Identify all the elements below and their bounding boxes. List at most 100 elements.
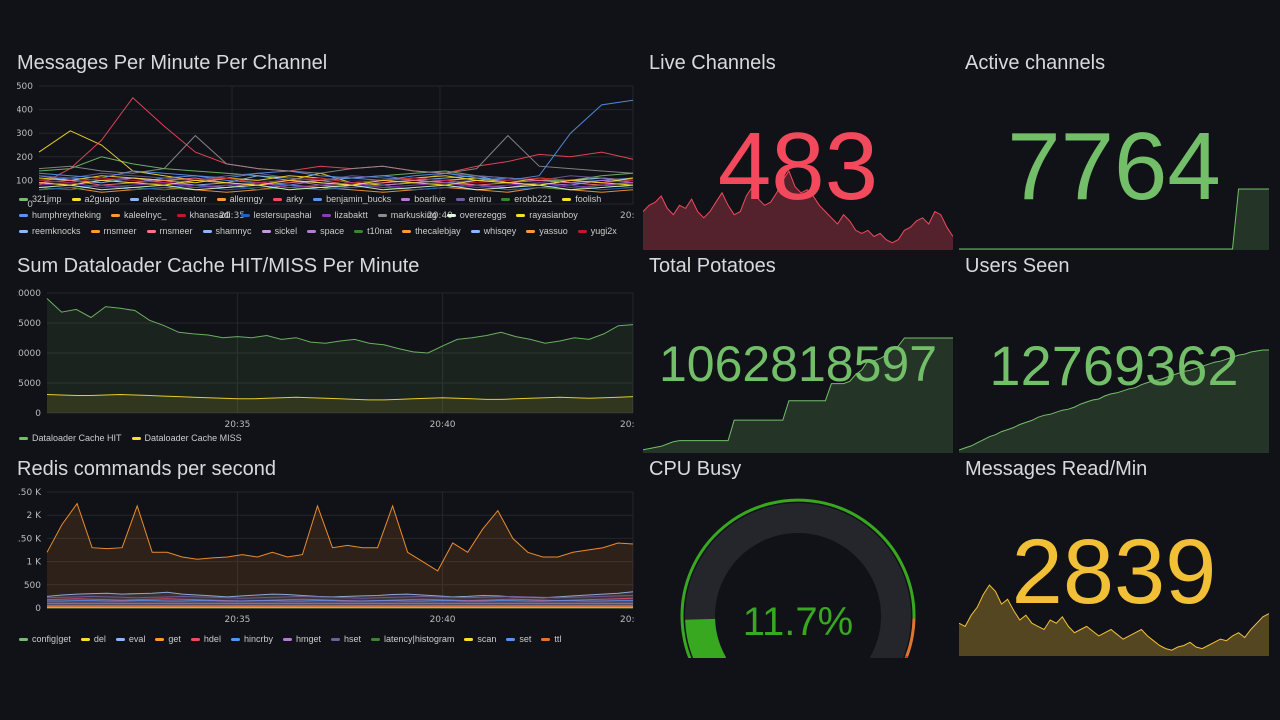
- x-tick-label: 20:45: [620, 211, 635, 220]
- legend-label: shamnyc: [215, 226, 252, 236]
- messages-panel-title: Messages Per Minute Per Channel: [17, 52, 328, 74]
- legend-swatch: [90, 230, 100, 234]
- legend-item[interactable]: foolish: [562, 191, 601, 207]
- series-line[interactable]: [46, 595, 634, 599]
- users-seen-panel: Users Seen 12769362: [959, 255, 1269, 453]
- series-line[interactable]: [38, 97, 634, 186]
- redis-chart[interactable]: 2.50 K 2 K 1.50 K 1 K 500 0 20:35 20:40 20:45: [17, 486, 635, 636]
- legend-item[interactable]: reemknocks: [19, 223, 81, 239]
- legend-item[interactable]: rnsmeer: [90, 223, 137, 239]
- series-line[interactable]: [46, 502, 634, 572]
- legend-item[interactable]: hset: [330, 631, 361, 647]
- legend-item[interactable]: yugi2x: [577, 223, 617, 239]
- legend-item[interactable]: space: [307, 223, 344, 239]
- cpu-busy-panel: CPU Busy 11.7%: [643, 458, 953, 658]
- cache-chart[interactable]: 20000 15000 10000 5000 0 20:35 20:40 20:45: [17, 287, 635, 435]
- cache-panel: Sum Dataloader Cache HIT/MISS Per Minute…: [17, 255, 635, 450]
- legend-item[interactable]: overezeggs: [446, 207, 506, 223]
- legend-label: erobb221: [514, 194, 553, 204]
- legend-label: boarlive: [414, 194, 446, 204]
- sparkline-area: [643, 171, 953, 250]
- legend-label: Dataloader Cache MISS: [144, 433, 242, 443]
- legend-item[interactable]: hdel: [190, 631, 221, 647]
- legend-swatch: [354, 230, 364, 234]
- series-line[interactable]: [38, 177, 634, 186]
- legend-label: kaleelnyc_: [124, 210, 167, 220]
- series-line[interactable]: [46, 393, 634, 401]
- legend-swatch: [19, 214, 28, 218]
- cache-panel-title: Sum Dataloader Cache HIT/MISS Per Minute: [17, 255, 420, 277]
- legend-item[interactable]: Dataloader Cache HIT: [19, 430, 122, 446]
- messages-panel: Messages Per Minute Per Channel 500 400 30…: [17, 52, 635, 250]
- users-seen-sparkline: [959, 349, 1269, 453]
- legend-item[interactable]: allenngy: [216, 191, 263, 207]
- legend-item[interactable]: set: [506, 631, 531, 647]
- legend-item[interactable]: khanasadi: [176, 207, 231, 223]
- legend-item[interactable]: erobb221: [501, 191, 552, 207]
- legend-item[interactable]: scan: [464, 631, 496, 647]
- legend-item[interactable]: rnsmeer: [146, 223, 193, 239]
- legend-item[interactable]: alexisdacreatorr: [129, 191, 207, 207]
- legend-label: rnsmeer: [103, 226, 137, 236]
- legend-item[interactable]: hincrby: [230, 631, 273, 647]
- legend-item[interactable]: emiru: [455, 191, 491, 207]
- legend-swatch: [80, 638, 90, 642]
- legend-item[interactable]: humphreytheking: [19, 207, 101, 223]
- series-line[interactable]: [38, 177, 634, 184]
- legend-item[interactable]: lestersupashai: [240, 207, 312, 223]
- legend-item[interactable]: del: [80, 631, 106, 647]
- legend-item[interactable]: arky: [273, 191, 303, 207]
- series-line[interactable]: [38, 179, 634, 186]
- series-line[interactable]: [46, 298, 634, 354]
- legend-swatch: [19, 437, 28, 441]
- legend-swatch: [19, 198, 28, 202]
- messages-chart[interactable]: 500 400 300 200 100 0 20:35 20:40 20:45: [17, 80, 635, 220]
- y-tick-label: 1.50 K: [17, 534, 42, 544]
- legend-item[interactable]: lizabaktt: [321, 207, 368, 223]
- legend-item[interactable]: t10nat: [354, 223, 392, 239]
- legend-item[interactable]: get: [155, 631, 181, 647]
- legend-item[interactable]: boarlive: [401, 191, 446, 207]
- legend-item[interactable]: kaleelnyc_: [111, 207, 167, 223]
- series-line[interactable]: [38, 134, 634, 174]
- legend-item[interactable]: ttl: [541, 631, 561, 647]
- y-tick-label: 15000: [17, 319, 41, 329]
- legend-label: latency|histogram: [383, 634, 455, 644]
- series-line[interactable]: [38, 172, 634, 181]
- legend-item[interactable]: benjamin_bucks: [313, 191, 391, 207]
- x-tick-label: 20:40: [430, 420, 456, 430]
- redis-panel-title: Redis commands per second: [17, 458, 277, 480]
- cpu-busy-value: 11.7%: [742, 600, 854, 644]
- active-channels-sparkline: [959, 188, 1269, 250]
- legend-item[interactable]: sickel: [261, 223, 297, 239]
- legend-item[interactable]: latency|histogram: [370, 631, 455, 647]
- legend-item[interactable]: hmget: [282, 631, 321, 647]
- series-line[interactable]: [38, 184, 634, 191]
- legend-item[interactable]: yassuo: [526, 223, 568, 239]
- legend-item[interactable]: rayasianboy: [516, 207, 578, 223]
- legend-label: rayasianboy: [529, 210, 578, 220]
- legend-item[interactable]: shamnyc: [202, 223, 252, 239]
- series-line[interactable]: [38, 99, 634, 181]
- legend-swatch: [321, 214, 331, 218]
- legend-item[interactable]: a2guapo: [71, 191, 120, 207]
- legend-item[interactable]: config|get: [19, 631, 71, 647]
- legend-label: scan: [477, 634, 497, 644]
- sparkline-area: [643, 338, 953, 453]
- legend-item[interactable]: eval: [115, 631, 145, 647]
- x-tick-label: 20:35: [224, 420, 250, 430]
- y-tick-label: 1 K: [27, 558, 43, 568]
- legend-item[interactable]: thecalebjay: [402, 223, 461, 239]
- legend-item[interactable]: 321jmp: [19, 191, 62, 207]
- legend-label: hdel: [203, 634, 221, 644]
- cpu-busy-title: CPU Busy: [649, 458, 742, 480]
- live-channels-title: Live Channels: [649, 52, 776, 74]
- legend-item[interactable]: whisqey: [470, 223, 517, 239]
- total-potatoes-value: 1062818597: [658, 336, 938, 392]
- series-line[interactable]: [38, 184, 634, 191]
- active-channels-panel: Active channels 7764: [959, 52, 1269, 250]
- y-tick-label: 500: [24, 581, 41, 591]
- legend-label: whisqey: [483, 226, 517, 236]
- legend-item[interactable]: markusking: [377, 207, 437, 223]
- legend-item[interactable]: Dataloader Cache MISS: [131, 430, 242, 446]
